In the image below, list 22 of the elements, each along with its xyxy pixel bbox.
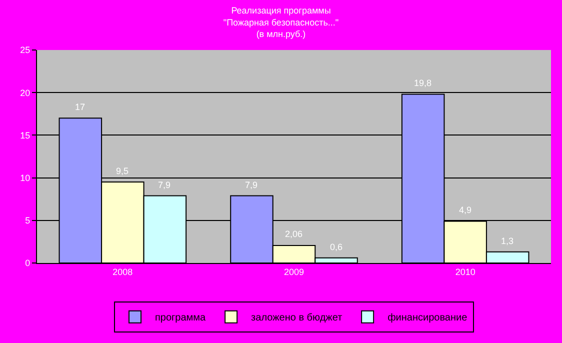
chart-title: Реализация программы "Пожарная безопасность..." (в млн.руб.) (223, 6, 339, 40)
y-tick-label: 10 (20, 172, 30, 183)
legend-label: заложено в бюджет (251, 312, 343, 324)
data-label: 7,9 (158, 180, 171, 190)
legend-label: финансирование (388, 312, 468, 324)
data-label: 4,9 (459, 205, 472, 215)
data-label: 9,5 (116, 166, 129, 176)
y-tick-label: 15 (20, 130, 30, 140)
x-tick-label: 2010 (455, 266, 476, 277)
y-tick-label: 0 (25, 258, 30, 268)
data-label: 7,9 (245, 180, 258, 190)
x-tick-label: 2009 (284, 266, 304, 277)
data-label: 19,8 (414, 78, 432, 88)
y-tick-label: 5 (25, 216, 30, 226)
data-label: 17 (75, 102, 86, 112)
y-tick-label: 25 (20, 45, 30, 56)
y-tick-label: 20 (20, 88, 30, 98)
data-label: 2,06 (285, 229, 303, 239)
x-tick-label: 2008 (112, 266, 133, 277)
legend-label: программа (155, 312, 206, 324)
data-label: 1,3 (501, 236, 514, 246)
data-label: 0,6 (330, 242, 343, 252)
